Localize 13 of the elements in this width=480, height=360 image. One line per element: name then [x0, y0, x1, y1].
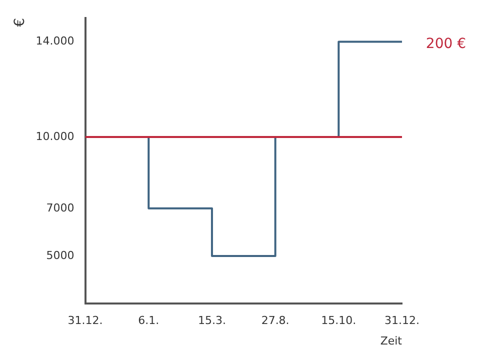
y-tick-label: 7000	[46, 201, 74, 214]
y-tick-label: 10.000	[36, 130, 74, 143]
y-tick-label: 14.000	[36, 34, 74, 48]
text: 200 €	[426, 36, 466, 52]
y-tick-label: 5000	[46, 248, 74, 262]
x-tick-label: 31.12.	[68, 314, 103, 328]
x-axis-title: Zeit	[380, 334, 403, 348]
x-tick-label: 31.12.	[384, 314, 420, 328]
y-axis-title: €	[12, 18, 28, 27]
x-tick-label: 27.8.	[261, 314, 290, 328]
x-tick-label: 15.10.	[321, 314, 356, 328]
x-tick-label: 6.1.	[138, 314, 160, 328]
x-tick-label: 15.3.	[198, 314, 226, 328]
